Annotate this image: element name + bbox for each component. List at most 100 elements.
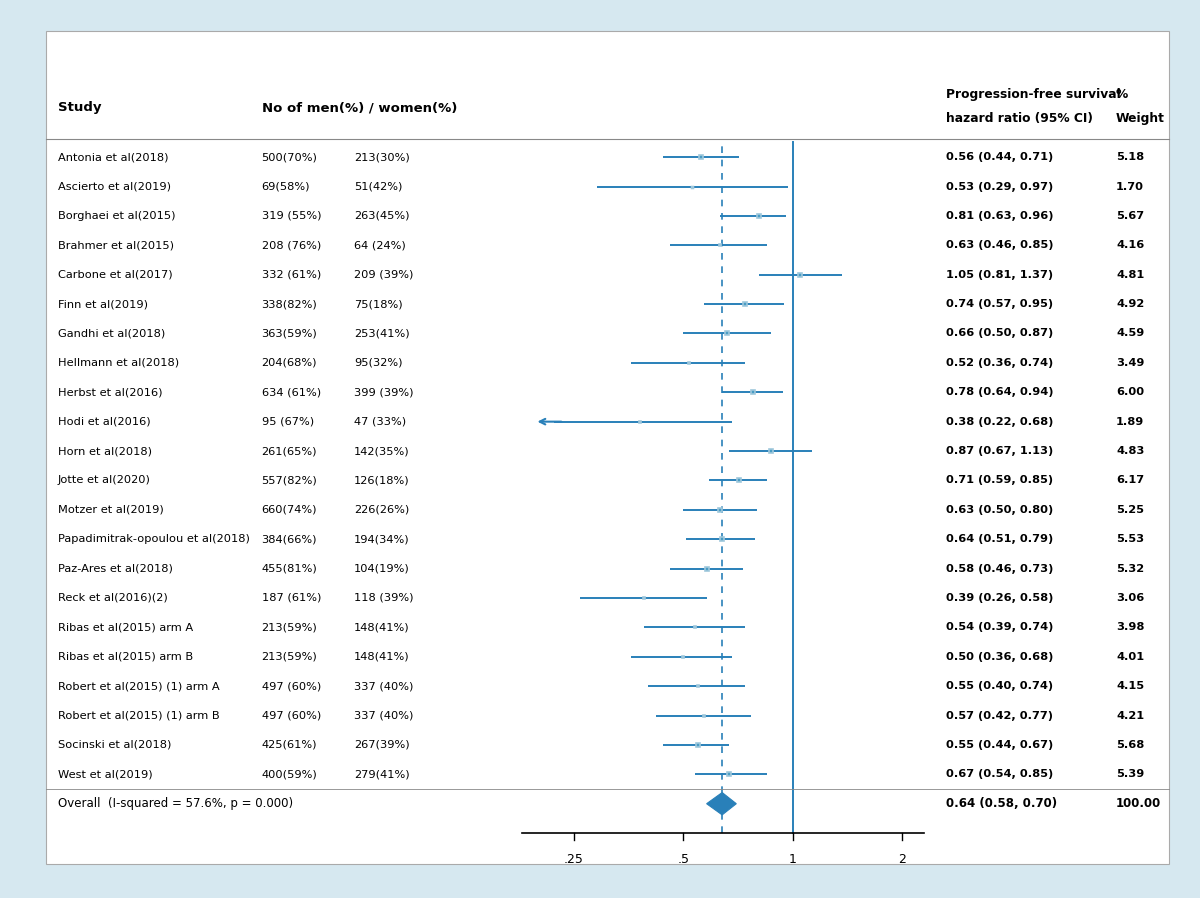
Text: West et al(2019): West et al(2019): [58, 770, 152, 779]
Text: 213(30%): 213(30%): [354, 152, 409, 163]
Text: 118 (39%): 118 (39%): [354, 593, 414, 603]
Text: 0.67 (0.54, 0.85): 0.67 (0.54, 0.85): [946, 770, 1052, 779]
Text: 4.21: 4.21: [1116, 710, 1144, 720]
Text: Carbone et al(2017): Carbone et al(2017): [58, 269, 173, 279]
Text: 267(39%): 267(39%): [354, 740, 409, 750]
Text: Socinski et al(2018): Socinski et al(2018): [58, 740, 170, 750]
Text: 6.17: 6.17: [1116, 475, 1144, 486]
Text: Hodi et al(2016): Hodi et al(2016): [58, 417, 150, 427]
Text: 279(41%): 279(41%): [354, 770, 409, 779]
Text: 0.52 (0.36, 0.74): 0.52 (0.36, 0.74): [946, 358, 1052, 368]
Text: 5.39: 5.39: [1116, 770, 1145, 779]
Text: 0.78 (0.64, 0.94): 0.78 (0.64, 0.94): [946, 387, 1054, 397]
Text: 337 (40%): 337 (40%): [354, 682, 413, 691]
Text: 0.54 (0.39, 0.74): 0.54 (0.39, 0.74): [946, 622, 1052, 632]
Text: 3.49: 3.49: [1116, 358, 1145, 368]
Text: 319 (55%): 319 (55%): [262, 211, 322, 221]
Text: 4.83: 4.83: [1116, 446, 1145, 456]
Text: 47 (33%): 47 (33%): [354, 417, 406, 427]
Text: No of men(%) / women(%): No of men(%) / women(%): [262, 101, 457, 114]
Text: 338(82%): 338(82%): [262, 299, 317, 309]
Text: 384(66%): 384(66%): [262, 534, 317, 544]
Text: 75(18%): 75(18%): [354, 299, 403, 309]
Text: 104(19%): 104(19%): [354, 564, 409, 574]
Text: Paz-Ares et al(2018): Paz-Ares et al(2018): [58, 564, 173, 574]
Text: 213(59%): 213(59%): [262, 652, 317, 662]
Text: 204(68%): 204(68%): [262, 358, 317, 368]
Text: 95(32%): 95(32%): [354, 358, 402, 368]
Text: 253(41%): 253(41%): [354, 329, 409, 339]
Text: Robert et al(2015) (1) arm B: Robert et al(2015) (1) arm B: [58, 710, 220, 720]
Text: Horn et al(2018): Horn et al(2018): [58, 446, 151, 456]
Text: 148(41%): 148(41%): [354, 622, 409, 632]
Text: 634 (61%): 634 (61%): [262, 387, 320, 397]
Text: 4.81: 4.81: [1116, 269, 1145, 279]
Text: 337 (40%): 337 (40%): [354, 710, 413, 720]
Text: 263(45%): 263(45%): [354, 211, 409, 221]
Text: 148(41%): 148(41%): [354, 652, 409, 662]
Text: 497 (60%): 497 (60%): [262, 682, 320, 691]
Text: 363(59%): 363(59%): [262, 329, 317, 339]
Text: 4.59: 4.59: [1116, 329, 1145, 339]
Polygon shape: [707, 793, 737, 814]
Text: 187 (61%): 187 (61%): [262, 593, 320, 603]
Text: 0.74 (0.57, 0.95): 0.74 (0.57, 0.95): [946, 299, 1052, 309]
Text: .25: .25: [564, 853, 583, 866]
Text: 126(18%): 126(18%): [354, 475, 409, 486]
Text: 2: 2: [898, 853, 906, 866]
Text: 0.57 (0.42, 0.77): 0.57 (0.42, 0.77): [946, 710, 1052, 720]
Text: Motzer et al(2019): Motzer et al(2019): [58, 505, 163, 515]
Text: 0.63 (0.46, 0.85): 0.63 (0.46, 0.85): [946, 241, 1054, 251]
Text: %: %: [1116, 88, 1128, 101]
Text: Ribas et al(2015) arm A: Ribas et al(2015) arm A: [58, 622, 193, 632]
Text: 6.00: 6.00: [1116, 387, 1144, 397]
Text: Reck et al(2016)(2): Reck et al(2016)(2): [58, 593, 167, 603]
Text: Antonia et al(2018): Antonia et al(2018): [58, 152, 168, 163]
Text: 0.64 (0.51, 0.79): 0.64 (0.51, 0.79): [946, 534, 1052, 544]
Text: Finn et al(2019): Finn et al(2019): [58, 299, 148, 309]
Text: Ribas et al(2015) arm B: Ribas et al(2015) arm B: [58, 652, 193, 662]
Text: Herbst et al(2016): Herbst et al(2016): [58, 387, 162, 397]
Text: 51(42%): 51(42%): [354, 181, 402, 191]
Text: 208 (76%): 208 (76%): [262, 241, 320, 251]
Text: 0.58 (0.46, 0.73): 0.58 (0.46, 0.73): [946, 564, 1052, 574]
Text: 209 (39%): 209 (39%): [354, 269, 413, 279]
Text: 69(58%): 69(58%): [262, 181, 310, 191]
Text: 4.15: 4.15: [1116, 682, 1144, 691]
Text: 399 (39%): 399 (39%): [354, 387, 414, 397]
Text: 5.67: 5.67: [1116, 211, 1144, 221]
Text: Hellmann et al(2018): Hellmann et al(2018): [58, 358, 179, 368]
Text: 0.55 (0.44, 0.67): 0.55 (0.44, 0.67): [946, 740, 1052, 750]
Text: 500(70%): 500(70%): [262, 152, 318, 163]
Text: 332 (61%): 332 (61%): [262, 269, 320, 279]
Text: Papadimitrak-opoulou et al(2018): Papadimitrak-opoulou et al(2018): [58, 534, 250, 544]
Text: Jotte et al(2020): Jotte et al(2020): [58, 475, 150, 486]
Text: 100.00: 100.00: [1116, 797, 1162, 810]
Text: hazard ratio (95% CI): hazard ratio (95% CI): [946, 112, 1092, 125]
Text: 400(59%): 400(59%): [262, 770, 317, 779]
Text: 95 (67%): 95 (67%): [262, 417, 313, 427]
Text: 1: 1: [788, 853, 797, 866]
Text: 0.50 (0.36, 0.68): 0.50 (0.36, 0.68): [946, 652, 1052, 662]
Text: 5.25: 5.25: [1116, 505, 1144, 515]
Text: 5.18: 5.18: [1116, 152, 1144, 163]
Text: 0.39 (0.26, 0.58): 0.39 (0.26, 0.58): [946, 593, 1052, 603]
Text: 194(34%): 194(34%): [354, 534, 409, 544]
Text: Robert et al(2015) (1) arm A: Robert et al(2015) (1) arm A: [58, 682, 220, 691]
Text: 64 (24%): 64 (24%): [354, 241, 406, 251]
Text: .5: .5: [677, 853, 689, 866]
Text: 0.66 (0.50, 0.87): 0.66 (0.50, 0.87): [946, 329, 1052, 339]
Text: 1.70: 1.70: [1116, 181, 1144, 191]
Text: 425(61%): 425(61%): [262, 740, 317, 750]
Text: 0.71 (0.59, 0.85): 0.71 (0.59, 0.85): [946, 475, 1052, 486]
Text: 213(59%): 213(59%): [262, 622, 317, 632]
Text: 0.55 (0.40, 0.74): 0.55 (0.40, 0.74): [946, 682, 1052, 691]
Text: 0.63 (0.50, 0.80): 0.63 (0.50, 0.80): [946, 505, 1052, 515]
Text: 261(65%): 261(65%): [262, 446, 317, 456]
Text: 0.53 (0.29, 0.97): 0.53 (0.29, 0.97): [946, 181, 1052, 191]
Text: 0.56 (0.44, 0.71): 0.56 (0.44, 0.71): [946, 152, 1052, 163]
Text: Ascierto et al(2019): Ascierto et al(2019): [58, 181, 170, 191]
Text: 0.87 (0.67, 1.13): 0.87 (0.67, 1.13): [946, 446, 1052, 456]
Text: 497 (60%): 497 (60%): [262, 710, 320, 720]
Text: 0.38 (0.22, 0.68): 0.38 (0.22, 0.68): [946, 417, 1052, 427]
